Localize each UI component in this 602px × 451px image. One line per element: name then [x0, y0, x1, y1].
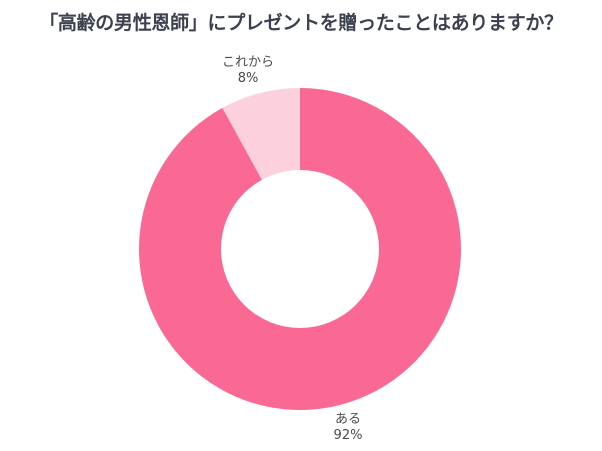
- data-label-korekara-value: 8%: [237, 71, 259, 86]
- data-label-korekara-name: これから: [221, 55, 274, 70]
- chart-title: 「高齢の男性恩師」にプレゼントを贈ったことはありますか？: [39, 12, 563, 34]
- data-label-aru: ある 92%: [323, 412, 373, 444]
- data-label-korekara: これから 8%: [218, 55, 278, 87]
- data-label-aru-name: ある: [334, 412, 361, 427]
- data-label-aru-value: 92%: [333, 428, 363, 443]
- donut-hole: [221, 170, 379, 328]
